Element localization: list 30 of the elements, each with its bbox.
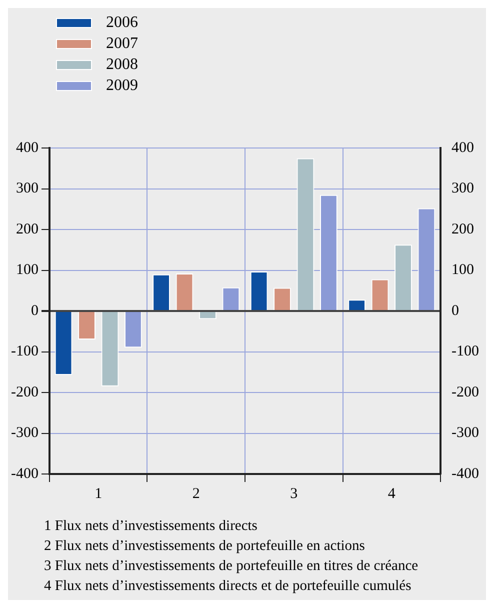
y-tick-label: 400 xyxy=(16,140,38,156)
y2-tick-label: -300 xyxy=(452,425,480,442)
y2-tick-label: 200 xyxy=(452,221,474,238)
text: 3 Flux nets d’investissements de portefeuille en titres de créance xyxy=(44,557,420,576)
y2-tick-label: 0 xyxy=(452,302,460,319)
y2-tick-label: -200 xyxy=(452,384,480,400)
y-tick-label: -400 xyxy=(10,466,38,482)
x-tick-label: 4 xyxy=(388,486,396,502)
y2-tick-label: 300 xyxy=(452,180,474,197)
text: 2 Flux nets d’investissements de portefeuille en actions xyxy=(44,537,366,556)
legend-label: 2006 xyxy=(106,14,138,32)
y-tick-label: -100 xyxy=(10,344,38,360)
y2-tick-label: 400 xyxy=(452,140,474,156)
y-tick-label: 0 xyxy=(30,302,38,319)
legend-label: 2009 xyxy=(106,76,138,94)
legend-label: 2008 xyxy=(106,56,138,74)
y2-tick-label: -100 xyxy=(452,344,480,360)
y-tick-label: 100 xyxy=(16,262,38,278)
y-tick-label: 200 xyxy=(16,221,38,238)
legend-label: 2007 xyxy=(106,34,138,52)
y2-tick-label: -400 xyxy=(452,466,480,482)
x-tick-label: 1 xyxy=(94,486,102,502)
y-tick-label: 300 xyxy=(16,180,38,197)
y-tick-label: -200 xyxy=(10,384,38,400)
y-tick-label: -300 xyxy=(10,425,38,442)
x-tick-label: 2 xyxy=(192,486,200,502)
text: 4 Flux nets d’investissements directs et de portefeuille cumulés xyxy=(44,577,412,596)
text: 1 Flux nets d’investissements directs xyxy=(44,517,258,536)
y2-tick-label: 100 xyxy=(452,262,474,278)
x-tick-label: 3 xyxy=(290,486,298,502)
